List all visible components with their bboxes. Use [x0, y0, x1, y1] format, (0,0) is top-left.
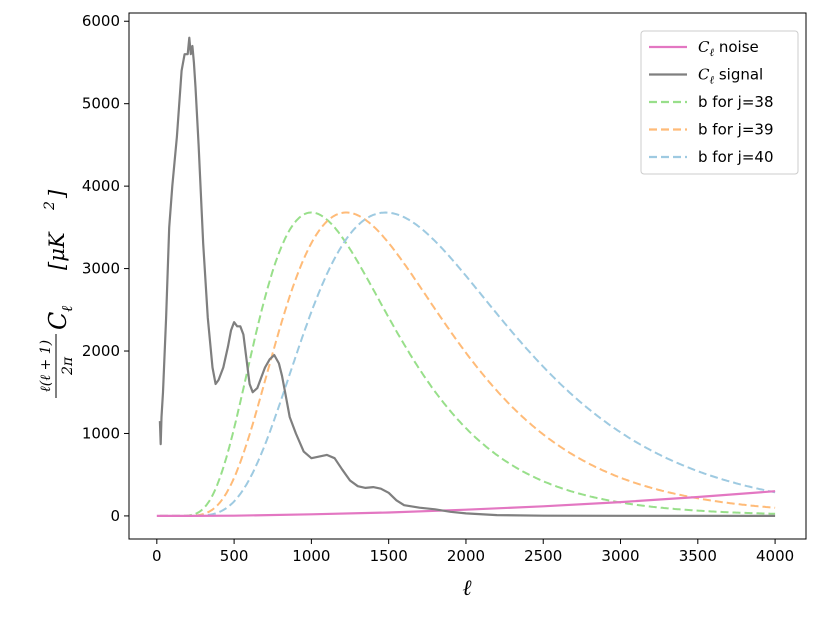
y-axis: 0 1000 2000 3000 4000 5000 6000 [82, 12, 129, 525]
legend-label: Cℓ noise [698, 38, 759, 59]
legend-box [640, 30, 799, 175]
series-line-4 [159, 211, 776, 517]
x-tick-label: 4000 [756, 547, 794, 565]
plot-frame [128, 12, 807, 540]
legend-subscript: ℓ [709, 74, 714, 87]
x-tick-label: 3000 [601, 547, 639, 565]
y-tick-label: 0 [110, 507, 120, 525]
y-tick-label: 4000 [82, 177, 120, 195]
series-line-0 [156, 490, 776, 517]
x-tick-label: 1500 [370, 547, 408, 565]
y-label-fraction-numerator: ℓ(ℓ + 1) [38, 340, 54, 392]
legend-label: b for j=38 [698, 93, 774, 111]
y-tick-label: 5000 [82, 95, 120, 113]
legend-rest: noise [714, 38, 759, 56]
series-layer [156, 36, 776, 517]
legend-symbol: C [698, 38, 710, 56]
series-line-1 [158, 36, 776, 517]
y-label-subscript: ℓ [58, 306, 76, 312]
series-line-3 [159, 211, 776, 517]
y-tick-label: 1000 [82, 424, 120, 442]
legend-symbol: C [698, 66, 710, 84]
y-label-symbol: C [44, 312, 72, 330]
x-axis: 0 500 1000 1500 2000 2500 3000 3500 4000 [152, 539, 794, 565]
legend-rest: signal [714, 66, 763, 84]
y-label-fraction-denominator: 2π [60, 356, 76, 376]
legend-subscript: ℓ [709, 46, 714, 59]
legend-label: b for j=40 [698, 148, 774, 166]
legend-label: Cℓ signal [698, 66, 763, 87]
x-tick-label: 1000 [292, 547, 330, 565]
series-line-2 [159, 211, 776, 517]
y-tick-label: 6000 [82, 12, 120, 30]
y-tick-label: 3000 [82, 260, 120, 278]
legend-label: b for j=39 [698, 121, 774, 139]
y-label-units-superscript: 2 [42, 201, 58, 211]
x-tick-label: 0 [152, 547, 162, 565]
y-axis-label: ℓ(ℓ + 1) 2π C ℓ [μK 2 ] [38, 189, 76, 398]
x-tick-label: 2500 [524, 547, 562, 565]
y-label-units: [μK [45, 231, 69, 270]
x-tick-label: 2000 [447, 547, 485, 565]
x-tick-label: 500 [220, 547, 249, 565]
y-label-units-close: ] [45, 189, 69, 199]
y-tick-label: 2000 [82, 342, 120, 360]
x-tick-label: 3500 [679, 547, 717, 565]
x-axis-label: ℓ [462, 576, 472, 601]
